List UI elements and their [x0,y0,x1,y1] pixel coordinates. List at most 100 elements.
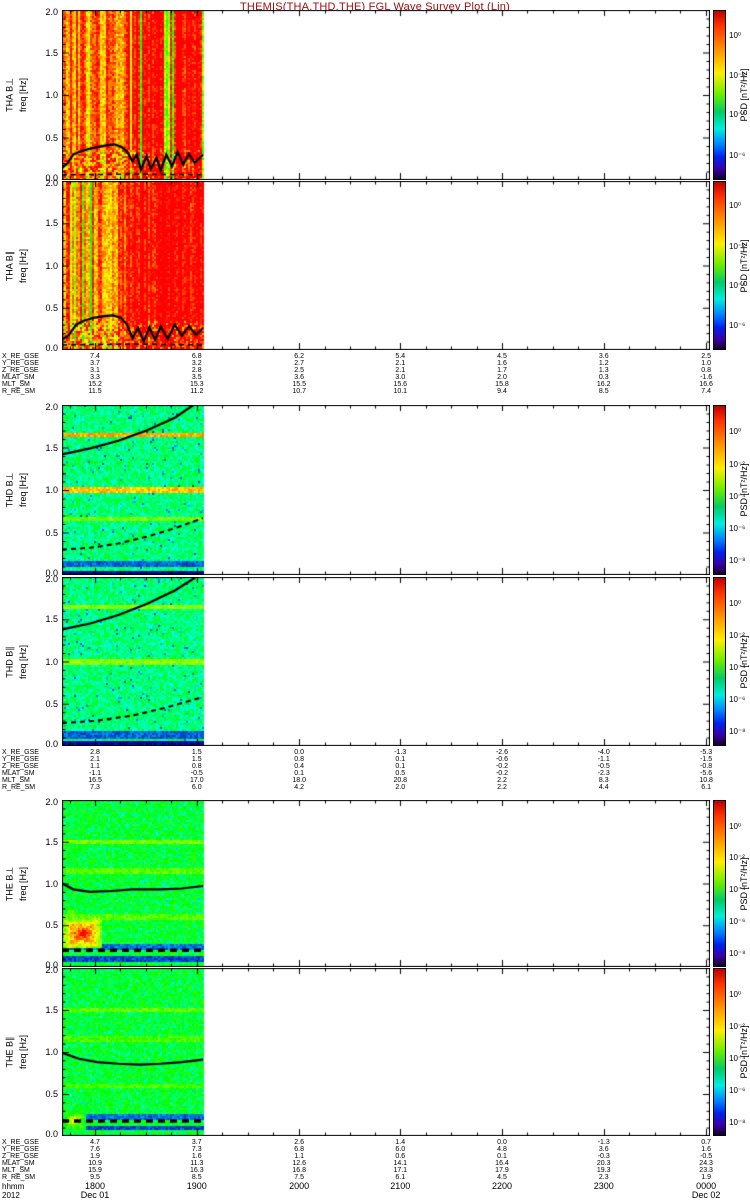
colorbar-tick-label: 10⁻⁴ [729,885,746,895]
colorbar-tick-label: 10⁻² [729,631,745,641]
colorbar [713,577,726,746]
ephemeris-value: 1.9 [701,1174,711,1181]
colorbar-tick-label: 10⁻⁶ [729,151,746,161]
colorbar-tick-label: 10⁻⁴ [729,1053,746,1063]
ephemeris-row-label: MLAT_SM [2,1160,35,1167]
time-tick-label: 1900 [186,1181,207,1191]
ephemeris-value: -1.3 [597,1139,610,1146]
ephemeris-value: 16.5 [88,777,102,784]
spectrogram-canvas-thd-bpar [62,577,710,746]
ephemeris-value: 1.7 [497,367,507,374]
colorbar-tick-label: 10⁻⁶ [729,695,746,705]
ephemeris-value: -2.3 [597,770,610,777]
ephemeris-value: 6.8 [294,1146,305,1153]
freq-axis-label: freq [Hz] [18,77,28,113]
colorbar-tick-label: 10⁰ [729,989,742,999]
ephemeris-value: 3.1 [90,367,100,374]
colorbar-tick-label: 10⁻⁸ [729,948,746,958]
ephemeris-value: 4.5 [497,353,507,360]
ephemeris-value: 1.6 [701,1146,711,1153]
spectrogram-canvas-thd-bperp [62,405,710,575]
ephemeris-row: MLAT_SM 3.3 3.5 3.6 3.0 2.0 0.3 -1.6 [0,374,750,381]
ephemeris-row: Z_RE_GSE 1.1 0.8 0.4 0.1 -0.2 -0.5 -0.8 [0,763,750,770]
ephemeris-value: 0.8 [701,367,711,374]
ephemeris-value: 0.8 [191,763,202,770]
ephemeris-value: 6.2 [294,353,305,360]
instrument-axis-label: THE B∥ [4,1036,15,1068]
y-tick-label: 2.0 [45,178,58,188]
ephemeris-value: 0.8 [294,756,305,763]
y-tick-label: 1.5 [45,614,58,625]
psd-axis-label: PSD [nT²/Hz] [739,463,749,517]
ephemeris-value: 24.3 [699,1160,713,1167]
ephemeris-value: -5.3 [700,749,713,756]
ephemeris-value: 3.2 [191,360,202,367]
y-tick-label: 0.5 [45,132,58,143]
ephemeris-value: 6.1 [701,784,711,791]
colorbar-tick-label: 10⁻² [729,853,745,863]
psd-axis-label: PSD [nT²/Hz] [739,634,749,689]
ephemeris-value: 10.9 [88,1160,102,1167]
ephemeris-value: 2.1 [395,360,406,367]
ephemeris-value: 4.5 [497,1174,507,1181]
y-tick-label: 1.0 [45,656,58,667]
y-tick-label: 2.0 [45,965,58,975]
ephemeris-value: 7.4 [701,388,711,395]
ephemeris-value: 11.5 [88,388,102,395]
ephemeris-value: 15.3 [189,381,204,388]
ephemeris-value: 2.2 [497,784,507,791]
ephemeris-value: 3.6 [294,374,305,381]
ephemeris-value: 3.7 [90,360,100,367]
y-tick-label: 0.5 [45,302,58,313]
ephemeris-row-label: X_RE_GSE [2,1139,39,1146]
ephemeris-row: Y_RE_GSE 7.6 7.3 6.8 6.0 4.8 3.6 1.6 [0,1146,750,1153]
x-axis-name-label: hhmm [2,1182,25,1191]
ephemeris-value: 20.8 [393,777,408,784]
colorbar [713,405,726,575]
ephemeris-value: 15.9 [88,1167,102,1174]
ephemeris-value: 1.1 [294,1153,305,1160]
ephemeris-value: 15.2 [88,381,102,388]
y-tick-label: 0.5 [45,920,58,931]
ephemeris-row-label: X_RE_GSE [2,749,39,756]
y-tick-label: 0.0 [45,343,58,353]
ephemeris-value: 0.4 [294,763,305,770]
ephemeris-value: 2.8 [90,749,100,756]
instrument-axis-label: THD B⊥ [4,472,15,508]
ephemeris-value: 7.5 [294,1174,305,1181]
ephemeris-value: 3.0 [395,374,406,381]
y-tick-label: 0.0 [45,1129,58,1139]
ephemeris-value: 0.0 [294,749,305,756]
ephemeris-value: -0.3 [597,1153,610,1160]
year-label: 2012 [2,1191,20,1200]
colorbar-tick-label: 10⁰ [729,201,742,211]
ephemeris-row-label: Y_RE_GSE [2,756,39,763]
ephemeris-row-label: MLAT_SM [2,374,35,381]
ephemeris-value: 3.7 [191,1139,202,1146]
instrument-axis-label: THE B⊥ [4,866,15,901]
ephemeris-row-label: Y_RE_GSE [2,360,39,367]
panel-thd-bperp: THD B⊥ freq [Hz] PSD [nT²/Hz] 2.0 1.5 1.0 0… [0,403,750,578]
ephemeris-value: -0.8 [700,763,713,770]
ephemeris-row-label: Z_RE_GSE [2,367,39,374]
ephemeris-value: 1.5 [191,749,202,756]
time-tick-label: 2200 [491,1181,512,1191]
ephemeris-value: 9.5 [90,1174,100,1181]
panel-the-bperp: THE B⊥ freq [Hz] PSD [nT²/Hz] 2.0 1.5 1.0 0… [0,798,750,970]
y-tick-label: 0.0 [45,568,58,578]
ephemeris-value: 3.3 [90,374,100,381]
ephemeris-value: 0.7 [701,1139,711,1146]
y-tick-label: 0.5 [45,698,58,709]
ephemeris-row: Y_RE_GSE 3.7 3.2 2.7 2.1 1.6 1.2 1.0 [0,360,750,367]
ephemeris-value: 15.5 [292,381,306,388]
spectrogram-canvas-the-bperp [62,800,710,967]
psd-axis-label: PSD [nT²/Hz] [739,1025,749,1079]
ephemeris-value: -0.5 [597,763,610,770]
ephemeris-value: 2.1 [90,756,100,763]
psd-axis-label: PSD [nT²/Hz] [739,856,749,911]
panel-tha-bperp: THA B⊥ freq [Hz] PSD [nT²/Hz] 2.0 1.5 1.0 0… [0,8,750,183]
colorbar-tick-label: 10⁰ [729,30,742,40]
ephemeris-value: 2.3 [598,1174,609,1181]
ephemeris-row: R_RE_SM 7.3 6.0 4.2 2.0 2.2 4.4 6.1 [0,784,750,791]
ephemeris-value: 2.1 [395,367,406,374]
